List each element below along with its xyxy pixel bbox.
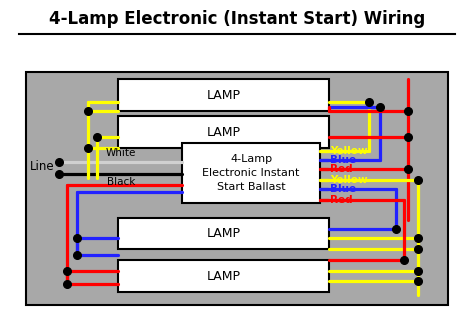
- Text: LAMP: LAMP: [206, 227, 240, 240]
- Bar: [118, 260, 329, 292]
- Text: LAMP: LAMP: [206, 89, 240, 102]
- Text: Black: Black: [107, 177, 135, 187]
- Bar: [182, 143, 320, 203]
- Text: 4-Lamp
Electronic Instant
Start Ballast: 4-Lamp Electronic Instant Start Ballast: [202, 154, 300, 192]
- Text: Blue: Blue: [330, 155, 356, 165]
- Text: LAMP: LAMP: [206, 126, 240, 139]
- Text: LAMP: LAMP: [206, 269, 240, 283]
- Text: White: White: [106, 148, 136, 158]
- Text: Red: Red: [330, 164, 352, 174]
- Text: Yellow: Yellow: [330, 175, 367, 185]
- Text: Yellow: Yellow: [330, 146, 367, 156]
- Text: 4-Lamp Electronic (Instant Start) Wiring: 4-Lamp Electronic (Instant Start) Wiring: [49, 10, 425, 28]
- Text: Line: Line: [30, 160, 55, 173]
- Bar: [118, 116, 329, 148]
- Text: Blue: Blue: [330, 184, 356, 194]
- Text: Red: Red: [330, 195, 352, 205]
- Bar: [118, 79, 329, 111]
- Bar: [26, 72, 448, 305]
- Bar: [118, 218, 329, 249]
